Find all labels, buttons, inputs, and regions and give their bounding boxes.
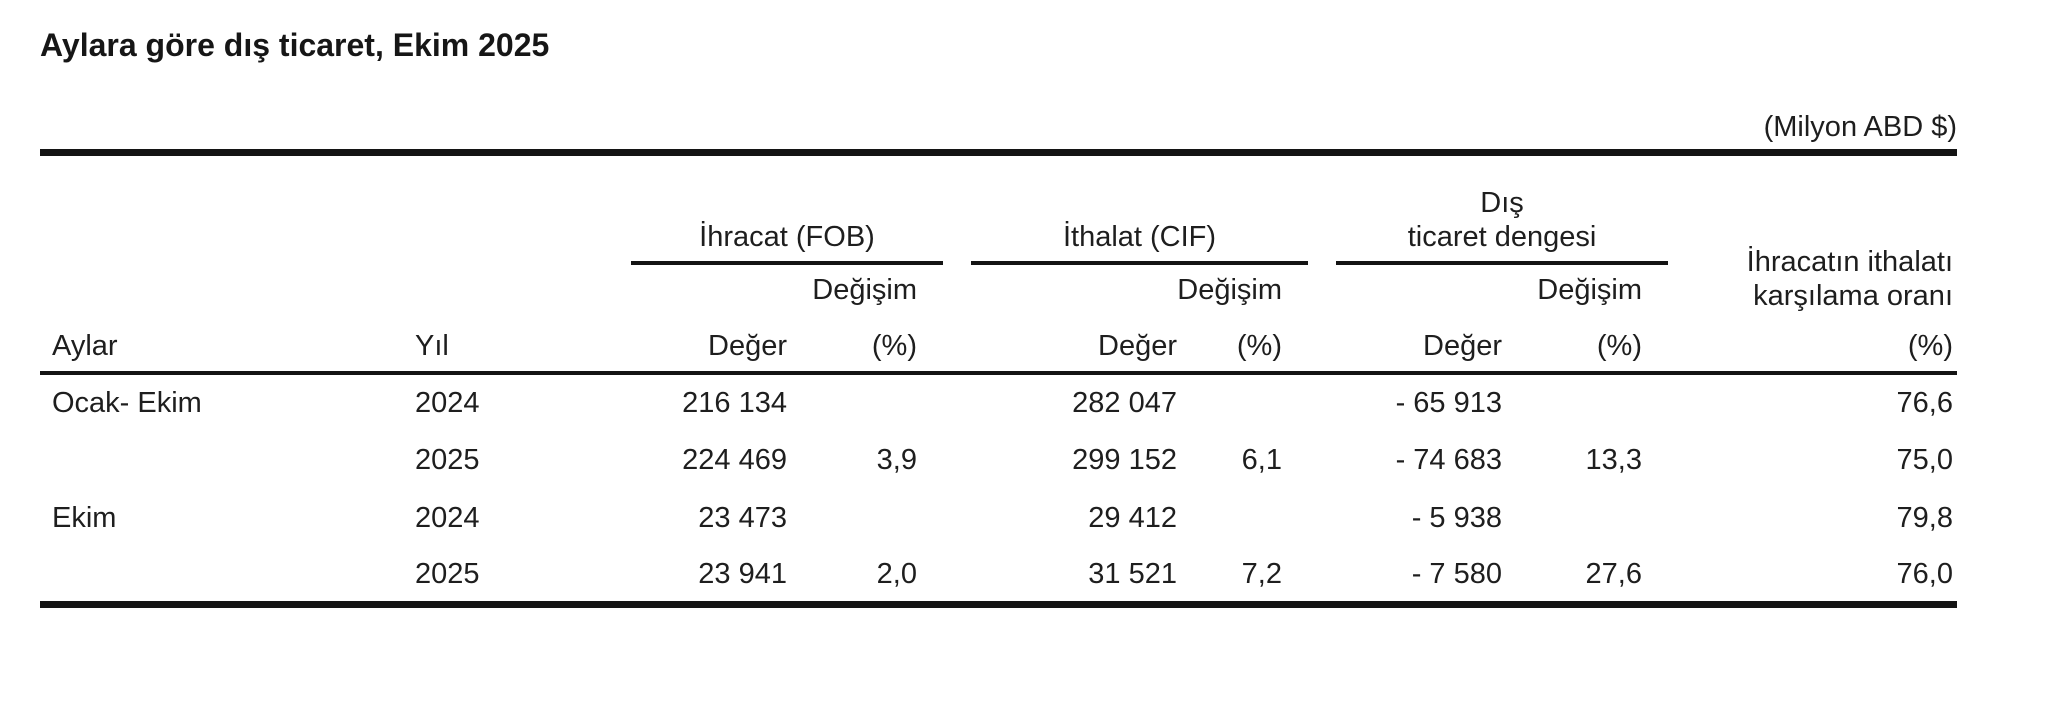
coverage-ratio-label-line2: karşılama oranı (1753, 279, 1953, 312)
cell-year: 2025 (415, 557, 480, 590)
cell-balance-value: - 74 683 (1395, 443, 1502, 476)
col-header-year: Yıl (415, 314, 585, 375)
imports-group-label: İthalat (CIF) (971, 220, 1308, 265)
cell-imports-value: 29 412 (1088, 501, 1177, 534)
col-header-balance-value: Değer (1290, 314, 1510, 375)
balance-change-label: Değişim (1537, 273, 1642, 306)
cell-months: Ocak- Ekim (52, 386, 202, 419)
col-group-exports: İhracat (FOB) (585, 153, 943, 265)
table-row-oct-2025: 2025 23 941 2,0 31 521 7,2 - 7 580 27,6 … (40, 547, 1957, 605)
spacer-cell (415, 153, 585, 265)
cell-exports-value: 224 469 (682, 443, 787, 476)
trade-report-page: Aylara göre dış ticaret, Ekim 2025 (Mily… (40, 26, 1957, 608)
cell-imports-change: 7,2 (1241, 557, 1282, 590)
cell-months (40, 547, 415, 605)
cell-balance-change: 13,3 (1585, 443, 1642, 476)
spacer-cell (40, 265, 415, 315)
unit-label: (Milyon ABD $) (1763, 111, 1957, 143)
cell-year: 2025 (415, 443, 480, 476)
col-header-coverage-pct: (%) (1650, 314, 1957, 375)
cell-year: 2024 (415, 386, 480, 419)
cell-imports-change (1185, 489, 1290, 547)
trade-balance-label-line1: Dış (1480, 186, 1524, 219)
col-header-coverage-ratio: İhracatın ithalatı karşılama oranı (1650, 153, 1957, 315)
cell-balance-change (1510, 489, 1650, 547)
cell-exports-value: 216 134 (682, 386, 787, 419)
exports-change-label: Değişim (812, 273, 917, 306)
trade-balance-group-label: Dış ticaret dengesi (1336, 186, 1668, 265)
col-header-exports-pct: (%) (795, 314, 925, 375)
cell-exports-change (795, 373, 925, 431)
cell-exports-value: 23 941 (698, 557, 787, 590)
col-header-balance-pct: (%) (1510, 314, 1650, 375)
cell-coverage-ratio: 79,8 (1896, 501, 1953, 534)
column-header-row: Aylar Yıl Değer (%) Değer (%) Değer (%) … (40, 314, 1957, 375)
col-header-imports-pct: (%) (1185, 314, 1290, 375)
table-row-jan-oct-2024: Ocak- Ekim 2024 216 134 282 047 - 65 913… (40, 373, 1957, 431)
cell-imports-value: 299 152 (1072, 443, 1177, 476)
trade-balance-label-line2: ticaret dengesi (1407, 220, 1597, 253)
table-row-jan-oct-2025: 2025 224 469 3,9 299 152 6,1 - 74 683 13… (40, 431, 1957, 489)
cell-balance-change: 27,6 (1585, 557, 1642, 590)
change-header-row: Değişim Değişim Değişim (40, 265, 1957, 315)
cell-exports-value: 23 473 (698, 501, 787, 534)
cell-imports-value: 31 521 (1088, 557, 1177, 590)
imports-change-label: Değişim (1177, 273, 1282, 306)
cell-imports-change: 6,1 (1241, 443, 1282, 476)
cell-balance-value: - 5 938 (1411, 501, 1502, 534)
cell-coverage-ratio: 76,0 (1896, 557, 1953, 590)
cell-balance-value: - 7 580 (1411, 557, 1502, 590)
cell-balance-change (1510, 373, 1650, 431)
cell-imports-value: 282 047 (1072, 386, 1177, 419)
group-header-row: İhracat (FOB) İthalat (CIF) Dış ticaret … (40, 153, 1957, 312)
cell-year: 2024 (415, 501, 480, 534)
spacer-cell (415, 265, 585, 315)
cell-balance-value: - 65 913 (1395, 386, 1502, 419)
col-group-imports: İthalat (CIF) (925, 153, 1308, 265)
cell-coverage-ratio: 75,0 (1896, 443, 1953, 476)
cell-months (40, 431, 415, 489)
cell-exports-change (795, 489, 925, 547)
page-title: Aylara göre dış ticaret, Ekim 2025 (40, 27, 550, 63)
table-row-oct-2024: Ekim 2024 23 473 29 412 - 5 938 79,8 (40, 489, 1957, 547)
exports-group-label: İhracat (FOB) (631, 220, 943, 265)
col-header-months: Aylar (40, 314, 415, 375)
spacer-cell (40, 153, 415, 265)
col-header-exports-value: Değer (585, 314, 795, 375)
col-group-trade-balance: Dış ticaret dengesi (1290, 153, 1668, 265)
cell-months: Ekim (52, 501, 117, 534)
cell-imports-change (1185, 373, 1290, 431)
col-header-imports-value: Değer (925, 314, 1185, 375)
coverage-ratio-label-line1: İhracatın ithalatı (1746, 245, 1953, 278)
cell-exports-change: 3,9 (876, 443, 917, 476)
foreign-trade-table: İhracat (FOB) İthalat (CIF) Dış ticaret … (40, 149, 1957, 608)
cell-coverage-ratio: 76,6 (1896, 386, 1953, 419)
cell-exports-change: 2,0 (876, 557, 917, 590)
